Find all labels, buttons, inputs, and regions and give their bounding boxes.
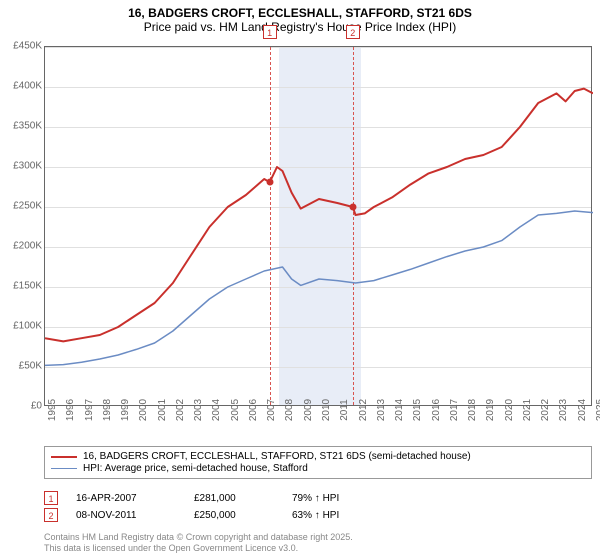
x-tick-label: 2000: [138, 399, 149, 421]
x-tick-label: 2016: [431, 399, 442, 421]
x-tick-label: 1999: [120, 399, 131, 421]
x-tick-label: 2008: [284, 399, 295, 421]
title-line-2: Price paid vs. HM Land Registry's House …: [0, 20, 600, 34]
legend-label-hpi: HPI: Average price, semi-detached house,…: [83, 463, 308, 474]
footer-line-1: Contains HM Land Registry data © Crown c…: [44, 532, 353, 543]
x-tick-label: 2002: [175, 399, 186, 421]
x-tick-label: 2023: [558, 399, 569, 421]
legend-swatch-hpi: [51, 468, 77, 469]
series-svg: [45, 47, 593, 407]
sales-table: 1 16-APR-2007 £281,000 79% ↑ HPI 2 08-NO…: [44, 488, 592, 525]
legend-item-hpi: HPI: Average price, semi-detached house,…: [51, 463, 585, 474]
sale-date-2: 08-NOV-2011: [76, 510, 176, 521]
y-tick-label: £200K: [2, 241, 42, 252]
x-tick-label: 2018: [467, 399, 478, 421]
x-tick-label: 2010: [321, 399, 332, 421]
y-tick-label: £350K: [2, 121, 42, 132]
x-tick-label: 2013: [376, 399, 387, 421]
y-tick-label: £400K: [2, 81, 42, 92]
legend-swatch-property: [51, 456, 77, 458]
x-tick-label: 1997: [84, 399, 95, 421]
x-tick-label: 1995: [47, 399, 58, 421]
sale-marker-box: 1: [263, 25, 277, 39]
sale-marker-1: 1: [44, 491, 58, 505]
sale-dot: [266, 179, 273, 186]
sale-price-2: £250,000: [194, 510, 274, 521]
plot-area: 12: [44, 46, 592, 406]
legend-label-property: 16, BADGERS CROFT, ECCLESHALL, STAFFORD,…: [83, 451, 471, 462]
title-line-1: 16, BADGERS CROFT, ECCLESHALL, STAFFORD,…: [0, 6, 600, 20]
y-tick-label: £450K: [2, 41, 42, 52]
x-tick-label: 2011: [339, 399, 350, 421]
x-tick-label: 1998: [102, 399, 113, 421]
sale-date-1: 16-APR-2007: [76, 493, 176, 504]
sale-hpi-2: 63% ↑ HPI: [292, 510, 372, 521]
x-tick-label: 2006: [248, 399, 259, 421]
series-hpi: [45, 211, 593, 365]
y-tick-label: £100K: [2, 321, 42, 332]
sale-marker-box: 2: [346, 25, 360, 39]
x-tick-label: 2007: [266, 399, 277, 421]
legend: 16, BADGERS CROFT, ECCLESHALL, STAFFORD,…: [44, 446, 592, 479]
sale-hpi-1: 79% ↑ HPI: [292, 493, 372, 504]
x-tick-label: 2004: [211, 399, 222, 421]
sale-price-1: £281,000: [194, 493, 274, 504]
x-tick-label: 2022: [540, 399, 551, 421]
chart-container: 16, BADGERS CROFT, ECCLESHALL, STAFFORD,…: [0, 0, 600, 560]
x-tick-label: 2020: [504, 399, 515, 421]
x-tick-label: 2019: [485, 399, 496, 421]
legend-item-property: 16, BADGERS CROFT, ECCLESHALL, STAFFORD,…: [51, 451, 585, 462]
x-tick-label: 2021: [522, 399, 533, 421]
x-tick-label: 2005: [230, 399, 241, 421]
y-tick-label: £300K: [2, 161, 42, 172]
x-tick-label: 2015: [412, 399, 423, 421]
x-tick-label: 2025: [595, 399, 600, 421]
sale-dot: [349, 204, 356, 211]
x-tick-label: 2012: [358, 399, 369, 421]
sale-marker-2: 2: [44, 508, 58, 522]
x-tick-label: 2009: [303, 399, 314, 421]
x-tick-label: 1996: [65, 399, 76, 421]
y-tick-label: £50K: [2, 361, 42, 372]
y-tick-label: £0: [2, 401, 42, 412]
x-tick-label: 2017: [449, 399, 460, 421]
chart-title: 16, BADGERS CROFT, ECCLESHALL, STAFFORD,…: [0, 0, 600, 38]
sale-row-1: 1 16-APR-2007 £281,000 79% ↑ HPI: [44, 491, 592, 505]
x-tick-label: 2024: [577, 399, 588, 421]
footer-attribution: Contains HM Land Registry data © Crown c…: [44, 532, 353, 554]
x-tick-label: 2014: [394, 399, 405, 421]
y-tick-label: £150K: [2, 281, 42, 292]
x-tick-label: 2001: [157, 399, 168, 421]
x-tick-label: 2003: [193, 399, 204, 421]
footer-line-2: This data is licensed under the Open Gov…: [44, 543, 353, 554]
series-property: [45, 89, 593, 342]
y-tick-label: £250K: [2, 201, 42, 212]
sale-row-2: 2 08-NOV-2011 £250,000 63% ↑ HPI: [44, 508, 592, 522]
